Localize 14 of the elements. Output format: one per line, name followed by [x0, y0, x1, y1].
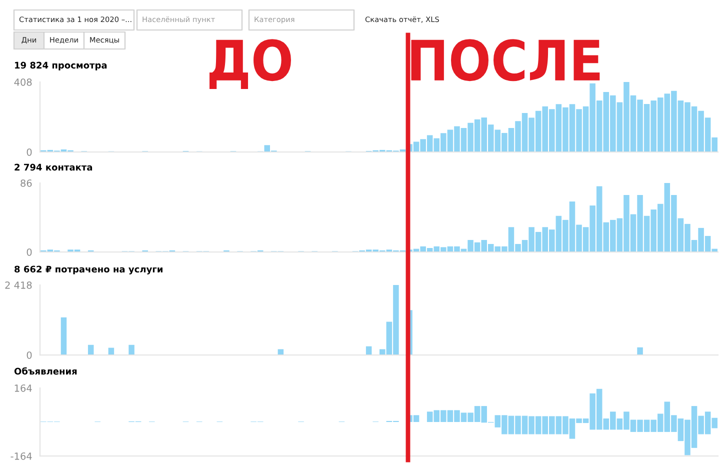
chart-title: 19 824 просмотра: [15, 62, 107, 70]
y-tick-label: 0: [26, 148, 32, 156]
y-tick-label: 0: [26, 351, 32, 359]
y-tick-label: 2 418: [5, 281, 32, 289]
y-tick-label: 164: [14, 384, 32, 392]
y-tick-label: -164: [10, 452, 32, 460]
chart-title: 8 662 ₽ потрачено на услуги: [14, 266, 162, 274]
chart-title: 2 794 контакта: [14, 164, 92, 171]
text: ПОСЛЕ: [411, 39, 600, 82]
annotation: ДО: [210, 39, 291, 90]
chart-title: Объявления: [14, 367, 77, 375]
y-tick-label: 86: [20, 179, 32, 187]
y-tick-label: 408: [14, 78, 32, 86]
y-tick-label: 0: [26, 248, 32, 256]
